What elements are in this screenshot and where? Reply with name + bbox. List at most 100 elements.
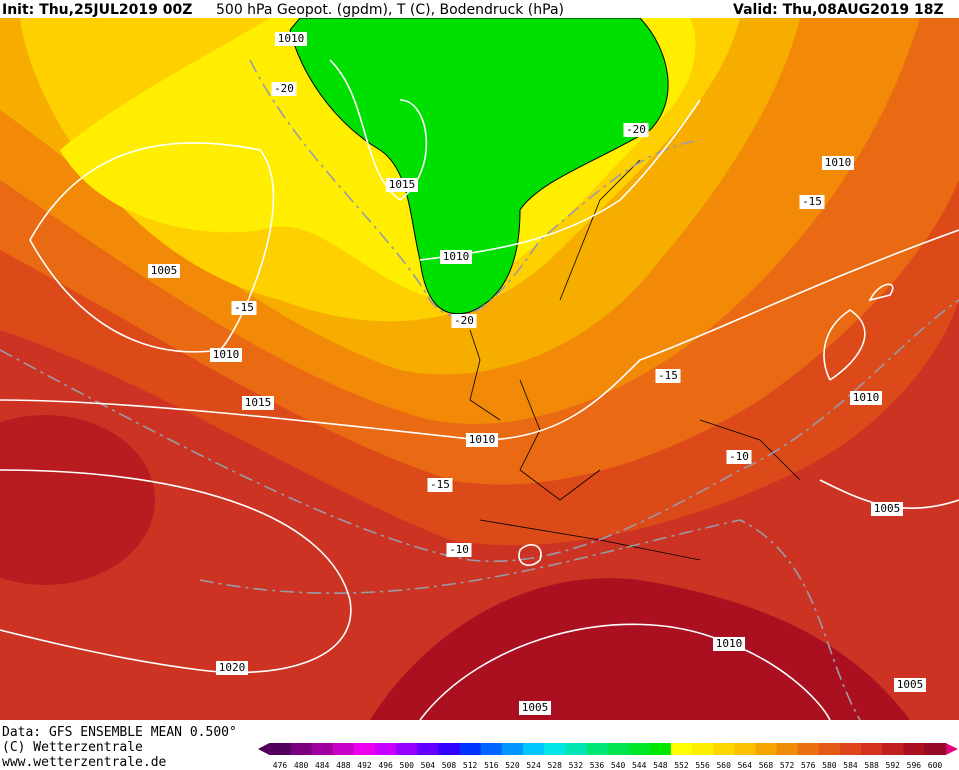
legend-swatch [776, 743, 799, 755]
legend-tick-label: 480 [294, 761, 309, 770]
legend-tick-label: 496 [378, 761, 393, 770]
init-time: Init: Thu,25JUL2019 00Z [2, 2, 192, 18]
contour-label: -20 [626, 123, 646, 136]
label-box [210, 348, 242, 362]
contour-label: -15 [658, 369, 678, 382]
legend-swatch [713, 743, 735, 755]
isotherm [0, 299, 959, 562]
legend-swatch [670, 743, 693, 755]
legend-swatch [396, 743, 418, 755]
legend-tick-label: 500 [400, 761, 415, 770]
legend-swatch [755, 743, 778, 755]
contour-label: 1005 [151, 264, 178, 277]
legend-tick-label: 488 [336, 761, 351, 770]
label-box [446, 543, 472, 557]
legend-tick-label: 596 [907, 761, 922, 770]
legend-swatch [269, 743, 292, 755]
legend-tick-label: 520 [505, 761, 520, 770]
contour-label: 1005 [897, 678, 924, 691]
isobar [329, 59, 428, 202]
label-box [871, 502, 903, 516]
legend-tick-label: 532 [569, 761, 584, 770]
legend-swatch [311, 743, 334, 755]
legend-tick-label: 552 [674, 761, 689, 770]
legend-swatch [797, 743, 820, 755]
contour-label: 1005 [522, 701, 549, 714]
contour-label: 1010 [825, 156, 852, 169]
legend-swatch [839, 743, 862, 755]
contour-label: 1015 [245, 396, 272, 409]
map-area [0, 17, 959, 721]
legend-arrow [258, 743, 270, 755]
greenland-band [289, 17, 669, 315]
band [370, 578, 910, 720]
label-box [275, 32, 307, 46]
header-bar [0, 0, 959, 18]
label-box [466, 433, 498, 447]
data-source: Data: GFS ENSEMBLE MEAN 0.500° [2, 725, 237, 740]
isotherm [199, 519, 861, 721]
legend-swatch [459, 743, 482, 755]
legend-tick-label: 564 [738, 761, 753, 770]
contour-label: -15 [430, 478, 450, 491]
label-box [427, 478, 453, 492]
label-box [822, 156, 854, 170]
contour-label: 1020 [219, 661, 246, 674]
legend-swatch [924, 743, 947, 755]
isobar [0, 229, 959, 441]
contour-label: -10 [729, 450, 749, 463]
contour-label: 1005 [874, 502, 901, 515]
legend-swatch [607, 743, 630, 755]
legend-swatch [332, 743, 355, 755]
legend-arrow [945, 743, 958, 755]
website: www.wetterzentrale.de [2, 755, 167, 770]
legend-swatch [375, 743, 397, 755]
label-box [726, 450, 752, 464]
color-legend: 476 480 484 488 492 496 500 504 508 512 516 520 524 5… [258, 743, 958, 770]
legend-swatch [903, 743, 925, 755]
legend-swatch [522, 743, 545, 755]
legend-tick-label: 536 [590, 761, 605, 770]
contour-label: -20 [274, 82, 294, 95]
legend-swatch [565, 743, 587, 755]
contour-label: 1010 [716, 637, 743, 650]
contour-label: 1010 [469, 433, 496, 446]
label-box [148, 264, 180, 278]
legend-tick-label: 592 [886, 761, 901, 770]
legend-swatch [882, 743, 904, 755]
copyright: (C) Wetterzentrale [2, 740, 143, 755]
legend-swatch [649, 743, 672, 755]
legend-tick-label: 572 [780, 761, 795, 770]
isotherm [249, 59, 701, 317]
label-box [850, 391, 882, 405]
label-box [451, 314, 477, 328]
contour-label: -20 [454, 314, 474, 327]
legend-swatch [818, 743, 841, 755]
legend-swatch [417, 743, 439, 755]
legend-tick-label: 516 [484, 761, 499, 770]
contour-label: -10 [449, 543, 469, 556]
legend-tick-label: 512 [463, 761, 478, 770]
isobar [29, 142, 275, 353]
legend-tick-label: 544 [632, 761, 647, 770]
label-box [519, 701, 551, 715]
isobar [0, 469, 352, 674]
legend-swatch [628, 743, 651, 755]
legend-tick-label: 476 [273, 761, 288, 770]
legend-swatch [480, 743, 503, 755]
legend-swatch [290, 743, 313, 755]
legend-swatch [501, 743, 524, 755]
contour-label: 1010 [278, 32, 305, 45]
contour-label: 1010 [443, 250, 470, 263]
isobar [419, 623, 831, 721]
legend-swatch [438, 743, 461, 755]
legend-tick-label: 580 [822, 761, 837, 770]
legend-tick-label: 588 [864, 761, 879, 770]
legend-tick-label: 528 [547, 761, 562, 770]
label-box [216, 661, 248, 675]
label-box [894, 678, 926, 692]
legend-tick-label: 524 [526, 761, 541, 770]
contour-label: 1010 [853, 391, 880, 404]
contour-label: 1010 [213, 348, 240, 361]
